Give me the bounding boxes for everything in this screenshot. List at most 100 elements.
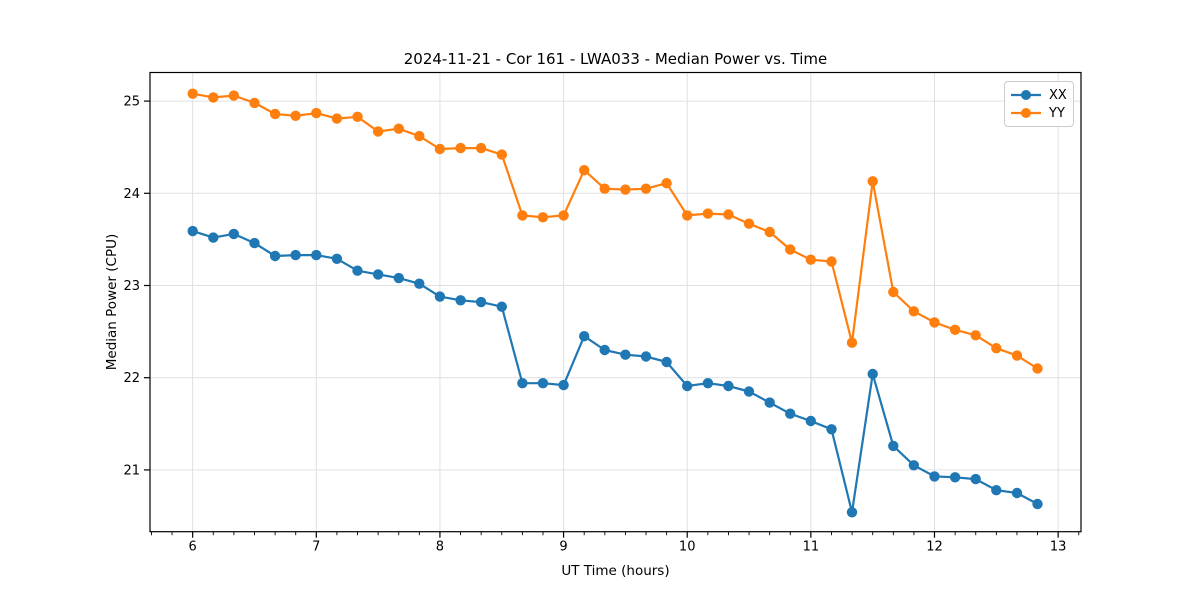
legend-line-sample-xx bbox=[1011, 90, 1041, 100]
data-point-xx bbox=[888, 440, 899, 452]
series-xx bbox=[187, 225, 1043, 518]
data-point-xx bbox=[620, 349, 631, 360]
data-point-xx bbox=[269, 250, 281, 262]
data-point-xx bbox=[702, 378, 714, 389]
data-point-yy bbox=[805, 254, 816, 265]
data-point-xx bbox=[743, 386, 755, 397]
data-point-yy bbox=[496, 149, 507, 160]
chart-title: 2024-11-21 - Cor 161 - LWA033 - Median P… bbox=[403, 50, 828, 68]
data-point-xx bbox=[372, 269, 384, 280]
data-point-yy bbox=[372, 126, 384, 137]
data-point-yy bbox=[352, 111, 363, 123]
data-point-yy bbox=[579, 165, 590, 176]
y-tick-label: 22 bbox=[123, 371, 140, 386]
data-point-xx bbox=[764, 397, 775, 408]
data-point-yy bbox=[764, 226, 775, 238]
data-point-yy bbox=[846, 337, 858, 348]
data-point-xx bbox=[929, 471, 940, 482]
data-point-yy bbox=[620, 184, 631, 195]
legend-row-xx: XX bbox=[1010, 86, 1067, 104]
data-point-yy bbox=[249, 97, 260, 109]
y-tick-label: 25 bbox=[123, 95, 140, 110]
data-point-yy bbox=[785, 244, 796, 255]
data-point-xx bbox=[249, 237, 260, 249]
data-point-yy bbox=[949, 324, 961, 335]
data-point-xx bbox=[208, 232, 219, 243]
y-tick-label: 24 bbox=[123, 187, 140, 202]
data-point-yy bbox=[723, 209, 734, 220]
data-point-yy bbox=[331, 113, 343, 124]
data-point-yy bbox=[455, 142, 466, 154]
series-yy bbox=[187, 88, 1043, 374]
data-point-xx bbox=[805, 415, 816, 427]
y-axis-label: Median Power (CPU) bbox=[104, 233, 120, 371]
data-point-yy bbox=[929, 317, 940, 328]
data-point-yy bbox=[393, 123, 404, 134]
y-tick-label: 23 bbox=[123, 279, 140, 294]
data-point-yy bbox=[414, 130, 425, 142]
data-point-xx bbox=[558, 379, 569, 391]
data-point-xx bbox=[434, 291, 446, 302]
data-point-xx bbox=[846, 507, 858, 518]
data-point-xx bbox=[826, 424, 837, 435]
data-point-xx bbox=[1032, 498, 1043, 510]
data-point-yy bbox=[208, 92, 219, 103]
data-point-yy bbox=[908, 306, 919, 317]
data-point-yy bbox=[743, 218, 755, 229]
data-point-xx bbox=[290, 249, 301, 261]
data-point-xx bbox=[311, 249, 322, 261]
legend-row-yy: YY bbox=[1010, 104, 1065, 122]
grid bbox=[150, 72, 1081, 532]
x-axis-label: UT Time (hours) bbox=[561, 563, 670, 579]
data-point-xx bbox=[414, 278, 425, 289]
data-point-yy bbox=[434, 143, 446, 155]
x-tick-label: 8 bbox=[436, 540, 444, 555]
series-line-yy bbox=[191, 92, 1039, 370]
x-tick-label: 7 bbox=[312, 540, 320, 555]
ticks bbox=[144, 100, 1080, 538]
data-point-yy bbox=[1011, 350, 1023, 361]
data-point-xx bbox=[517, 378, 528, 389]
data-point-yy bbox=[1032, 363, 1043, 374]
data-point-xx bbox=[908, 460, 919, 471]
data-point-yy bbox=[290, 110, 301, 122]
data-point-yy bbox=[867, 176, 878, 187]
tick-labels: 6 7 8 9 10 11 12 13 21 22 23 24 25 bbox=[123, 95, 1066, 555]
data-point-xx bbox=[496, 301, 507, 312]
data-point-yy bbox=[228, 90, 239, 101]
data-point-yy bbox=[702, 208, 714, 219]
data-point-xx bbox=[640, 351, 652, 362]
data-point-yy bbox=[661, 178, 672, 189]
data-point-xx bbox=[682, 380, 693, 392]
data-point-yy bbox=[187, 88, 198, 99]
axes-spines bbox=[149, 71, 1082, 533]
data-point-xx bbox=[579, 331, 590, 342]
legend-label-xx: XX bbox=[1049, 87, 1067, 103]
data-point-xx bbox=[393, 272, 404, 284]
x-tick-label: 13 bbox=[1050, 540, 1067, 555]
data-point-xx bbox=[187, 225, 198, 237]
y-tick-label: 21 bbox=[123, 463, 140, 478]
data-point-xx bbox=[970, 473, 981, 485]
data-point-xx bbox=[991, 485, 1002, 496]
data-point-xx bbox=[352, 265, 363, 276]
data-point-yy bbox=[991, 343, 1002, 354]
data-point-yy bbox=[599, 183, 610, 194]
x-tick-label: 12 bbox=[926, 540, 943, 555]
data-point-yy bbox=[269, 108, 281, 120]
data-point-xx bbox=[228, 228, 239, 240]
data-point-xx bbox=[785, 408, 796, 419]
legend-line-sample-yy bbox=[1011, 108, 1041, 118]
data-point-yy bbox=[475, 142, 487, 154]
x-tick-label: 11 bbox=[803, 540, 820, 555]
data-point-xx bbox=[723, 380, 734, 392]
data-point-yy bbox=[537, 212, 549, 223]
data-point-yy bbox=[682, 210, 693, 221]
x-tick-label: 10 bbox=[679, 540, 696, 555]
data-point-xx bbox=[599, 344, 610, 356]
data-point-xx bbox=[331, 253, 343, 264]
x-tick-label: 9 bbox=[559, 540, 567, 555]
data-point-yy bbox=[826, 256, 837, 267]
